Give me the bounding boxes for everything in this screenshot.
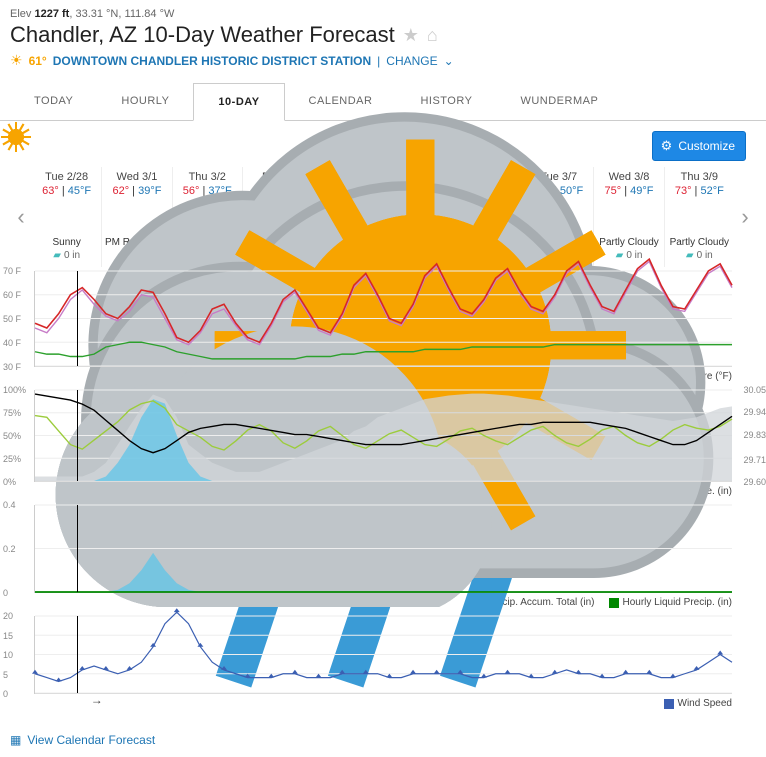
- page-header: Elev 1227 ft, 33.31 °N, 111.84 °W Chandl…: [0, 0, 766, 73]
- chart-cursor-line: [77, 505, 78, 592]
- page-title: Chandler, AZ 10-Day Weather Forecast: [10, 22, 395, 48]
- tab-today[interactable]: TODAY: [10, 83, 97, 120]
- current-condition-icon: ☀: [10, 52, 23, 69]
- precip-chart[interactable]: 00.20.4: [34, 505, 732, 593]
- day-card[interactable]: Thu 3/9 73° | 52°F Partly Cloudy ▰0 in: [665, 167, 734, 267]
- tab-wundermap[interactable]: WUNDERMAP: [496, 83, 622, 120]
- chart-cursor-line: [77, 390, 78, 481]
- view-calendar-link[interactable]: ▦ View Calendar Forecast: [0, 719, 766, 757]
- wind-chart[interactable]: → 05101520: [34, 616, 732, 694]
- tab-hourly[interactable]: HOURLY: [97, 83, 193, 120]
- humidity-pressure-chart[interactable]: 0%25%50%75%100%29.6029.7129.8329.9430.05: [34, 390, 732, 482]
- chart-cursor-line: [77, 616, 78, 693]
- day-summary-row: Tue 2/28 63° | 45°F Sunny ▰0 in Wed 3/1 …: [32, 167, 734, 267]
- favorite-star-icon[interactable]: ★: [403, 25, 419, 46]
- chart-cursor-line: [77, 271, 78, 366]
- calendar-icon: ▦: [10, 733, 21, 747]
- change-station-link[interactable]: CHANGE: [386, 54, 437, 68]
- tab-10-day[interactable]: 10-DAY: [193, 83, 284, 121]
- chevron-down-icon[interactable]: ⌄: [444, 54, 454, 68]
- station-link[interactable]: DOWNTOWN CHANDLER HISTORIC DISTRICT STAT…: [53, 54, 371, 68]
- current-temp: 61°: [29, 54, 47, 68]
- forecast-icon: [665, 199, 734, 235]
- separator: |: [377, 54, 380, 68]
- elevation-line: Elev 1227 ft, 33.31 °N, 111.84 °W: [10, 8, 756, 20]
- home-icon[interactable]: ⌂: [427, 25, 438, 46]
- temperature-chart[interactable]: 30 F40 F50 F60 F70 F: [34, 271, 732, 367]
- wind-direction-arrow-icon: →: [91, 693, 103, 707]
